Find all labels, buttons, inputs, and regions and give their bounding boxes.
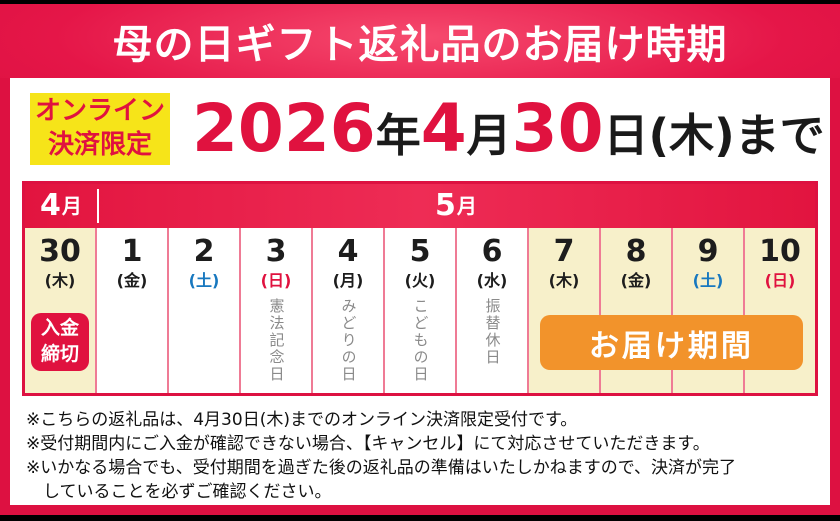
- day-weekday: (火): [404, 271, 436, 290]
- calendar-day-cell: 30 (木) 入金締切: [25, 228, 97, 393]
- month-april: 4 月: [25, 184, 97, 228]
- day-weekday: (日): [260, 271, 292, 290]
- day-number: 6: [481, 234, 503, 269]
- day-number: 30: [39, 234, 81, 269]
- month-may-number: 5: [434, 188, 456, 223]
- note-line: ※受付期間内にご入金が確認できない場合、【キャンセル】にて対応させていただきます…: [26, 434, 710, 454]
- day-weekday: (木): [548, 271, 580, 290]
- holiday-label: みどりの日: [339, 298, 358, 383]
- deadline-date-part: 4: [420, 90, 467, 167]
- month-april-unit: 月: [61, 194, 82, 218]
- page-title: 母の日ギフト返礼品のお届け時期: [112, 22, 728, 68]
- day-weekday: (金): [620, 271, 652, 290]
- month-april-number: 4: [39, 188, 61, 223]
- online-payment-badge: オンライン 決済限定: [30, 93, 170, 165]
- online-payment-badge-line2: 決済限定: [47, 130, 152, 160]
- calendar-day-cell: 4 (月) みどりの日: [313, 228, 385, 393]
- deadline-date-part: 2026: [192, 90, 376, 167]
- calendar-days-row: お届け期間 30 (木) 入金締切 1 (金) 2 (土) 3 (日) 憲法記念…: [25, 228, 815, 393]
- month-may: 5 月: [97, 184, 815, 228]
- delivery-period-box: お届け期間: [539, 315, 803, 370]
- delivery-period-label: お届け期間: [588, 328, 754, 364]
- day-weekday: (木): [44, 271, 76, 290]
- deadline-date: 2026 年 4 月 30 日(木)まで: [192, 96, 825, 162]
- bottom-red-bar: [0, 505, 840, 515]
- day-number: 1: [121, 234, 143, 269]
- day-weekday: (日): [764, 271, 796, 290]
- bottom-black-bar: [0, 515, 840, 521]
- online-payment-badge-line1: オンライン: [34, 96, 165, 127]
- calendar-day-cell: 2 (土): [169, 228, 241, 393]
- day-weekday: (月): [332, 271, 364, 290]
- calendar-day-cell: 1 (金): [97, 228, 169, 393]
- day-weekday: (金): [116, 271, 148, 290]
- note-line: ※こちらの返礼品は、4月30日(木)までのオンライン決済限定受付です。: [26, 410, 578, 430]
- note-line: していることを必ずご確認ください。: [43, 482, 332, 502]
- day-number: 3: [265, 234, 287, 269]
- calendar: 4 月 5 月 お届け期間 30 (木) 入金締切 1 (金) 2 (土) 3 …: [22, 181, 818, 396]
- day-number: 2: [193, 234, 215, 269]
- payment-deadline-badge-line1: 入金: [40, 317, 79, 340]
- day-number: 5: [409, 234, 431, 269]
- calendar-month-row: 4 月 5 月: [25, 184, 815, 228]
- deadline-date-part: 月: [466, 109, 512, 162]
- top-black-bar: [0, 0, 840, 4]
- month-may-unit: 月: [456, 194, 477, 218]
- calendar-day-cell: 6 (水) 振替休日: [457, 228, 529, 393]
- day-number: 7: [553, 234, 575, 269]
- day-weekday: (土): [692, 271, 724, 290]
- holiday-label: こどもの日: [411, 298, 430, 383]
- page-header: 母の日ギフト返礼品のお届け時期: [0, 4, 840, 78]
- payment-deadline-badge: 入金 締切: [31, 313, 89, 371]
- content-area: オンライン 決済限定 2026 年 4 月 30 日(木)まで 4 月 5 月 お届け期間…: [0, 78, 840, 505]
- deadline-date-part: 日(木)まで: [603, 109, 825, 162]
- day-weekday: (水): [476, 271, 508, 290]
- day-number: 8: [625, 234, 647, 269]
- day-number: 9: [697, 234, 719, 269]
- holiday-label: 振替休日: [483, 298, 502, 366]
- deadline-date-part: 30: [511, 90, 604, 167]
- payment-deadline-badge-line2: 締切: [40, 343, 79, 365]
- month-divider: [96, 189, 99, 223]
- deadline-banner: オンライン 決済限定 2026 年 4 月 30 日(木)まで: [10, 78, 830, 170]
- calendar-day-cell: 5 (火) こどもの日: [385, 228, 457, 393]
- notes-section: ※こちらの返礼品は、4月30日(木)までのオンライン決済限定受付です。 ※受付期間…: [10, 396, 830, 504]
- day-number: 10: [759, 234, 801, 269]
- deadline-date-part: 年: [375, 109, 421, 162]
- day-number: 4: [337, 234, 359, 269]
- day-weekday: (土): [188, 271, 220, 290]
- calendar-day-cell: 3 (日) 憲法記念日: [241, 228, 313, 393]
- note-line: ※いかなる場合でも、受付期間を過ぎた後の返礼品の準備はいたしかねますので、決済が…: [26, 458, 737, 478]
- holiday-label: 憲法記念日: [267, 298, 286, 383]
